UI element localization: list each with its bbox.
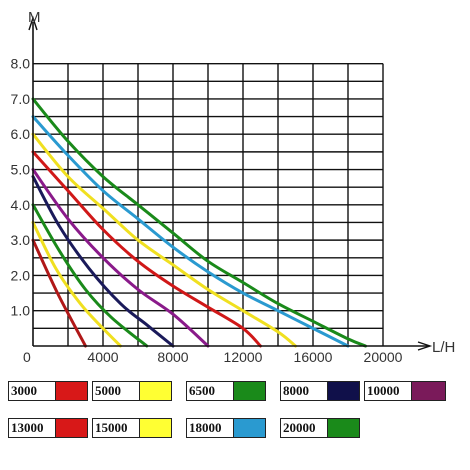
series-line-20000	[31, 97, 367, 348]
legend-label: 5000	[95, 383, 121, 398]
legend-item-13000: 13000	[8, 418, 88, 438]
legend-item-3000: 3000	[8, 381, 88, 401]
legend-swatch	[411, 382, 445, 400]
y-tick-label: 2.0	[11, 267, 31, 283]
y-tick-label: 4.0	[11, 197, 31, 213]
series-line-10000	[31, 168, 210, 348]
x-tick-label: 8000	[157, 349, 188, 365]
series-line-15000	[31, 132, 297, 348]
legend-label: 20000	[283, 420, 316, 435]
x-tick-labels: 0 4000 8000 12000 16000 20000	[23, 349, 403, 365]
legend-swatch	[233, 382, 265, 400]
legend: 3000 5000 6500 8000 10000 13000 15000 18000 2000…	[0, 376, 470, 466]
legend-swatch	[139, 382, 171, 400]
y-tick-label: 7.0	[11, 91, 31, 107]
y-tick-labels: 1.0 2.0 3.0 4.0 5.0 6.0 7.0 8.0	[11, 56, 31, 319]
y-axis-label: M	[28, 9, 41, 26]
legend-label: 13000	[11, 420, 44, 435]
series-line-13000	[31, 150, 262, 348]
series-line-18000	[31, 115, 350, 348]
y-axis-arrow	[28, 15, 38, 31]
legend-label: 6500	[189, 383, 215, 398]
series-line-8000	[31, 175, 175, 348]
series-line-6500	[31, 203, 149, 348]
y-tick-label: 5.0	[11, 162, 31, 178]
x-axis-label: L/H	[432, 339, 455, 356]
grid-lines	[33, 62, 384, 346]
legend-label: 10000	[367, 383, 400, 398]
legend-item-20000: 20000	[280, 418, 360, 438]
legend-label: 18000	[189, 420, 222, 435]
x-tick-label: 16000	[294, 349, 333, 365]
y-tick-label: 1.0	[11, 303, 31, 319]
legend-item-6500: 6500	[186, 381, 266, 401]
legend-label: 8000	[283, 383, 309, 398]
pump-curve-chart: 0 4000 8000 12000 16000 20000 1.0 2.0 3.0 4.0 5.0…	[11, 9, 456, 365]
x-tick-label: 20000	[364, 349, 403, 365]
legend-swatch	[55, 382, 87, 400]
legend-item-5000: 5000	[92, 381, 172, 401]
legend-label: 3000	[11, 383, 37, 398]
legend-swatch	[139, 419, 171, 437]
y-tick-label: 3.0	[11, 232, 31, 248]
series-line-5000	[31, 221, 122, 348]
legend-swatch	[327, 419, 359, 437]
legend-item-18000: 18000	[186, 418, 266, 438]
y-tick-label: 6.0	[11, 126, 31, 142]
legend-label: 15000	[95, 420, 128, 435]
legend-swatch	[55, 419, 87, 437]
series-lines	[31, 97, 367, 348]
x-tick-label: 0	[23, 349, 31, 365]
series-line-3000	[31, 238, 87, 348]
legend-item-8000: 8000	[280, 381, 360, 401]
legend-swatch	[327, 382, 359, 400]
axes	[28, 15, 433, 351]
x-tick-label: 12000	[224, 349, 263, 365]
x-axis-arrow	[417, 341, 433, 351]
legend-swatch	[233, 419, 265, 437]
legend-item-15000: 15000	[92, 418, 172, 438]
legend-item-10000: 10000	[364, 381, 446, 401]
y-tick-label: 8.0	[11, 56, 31, 72]
x-tick-label: 4000	[87, 349, 118, 365]
